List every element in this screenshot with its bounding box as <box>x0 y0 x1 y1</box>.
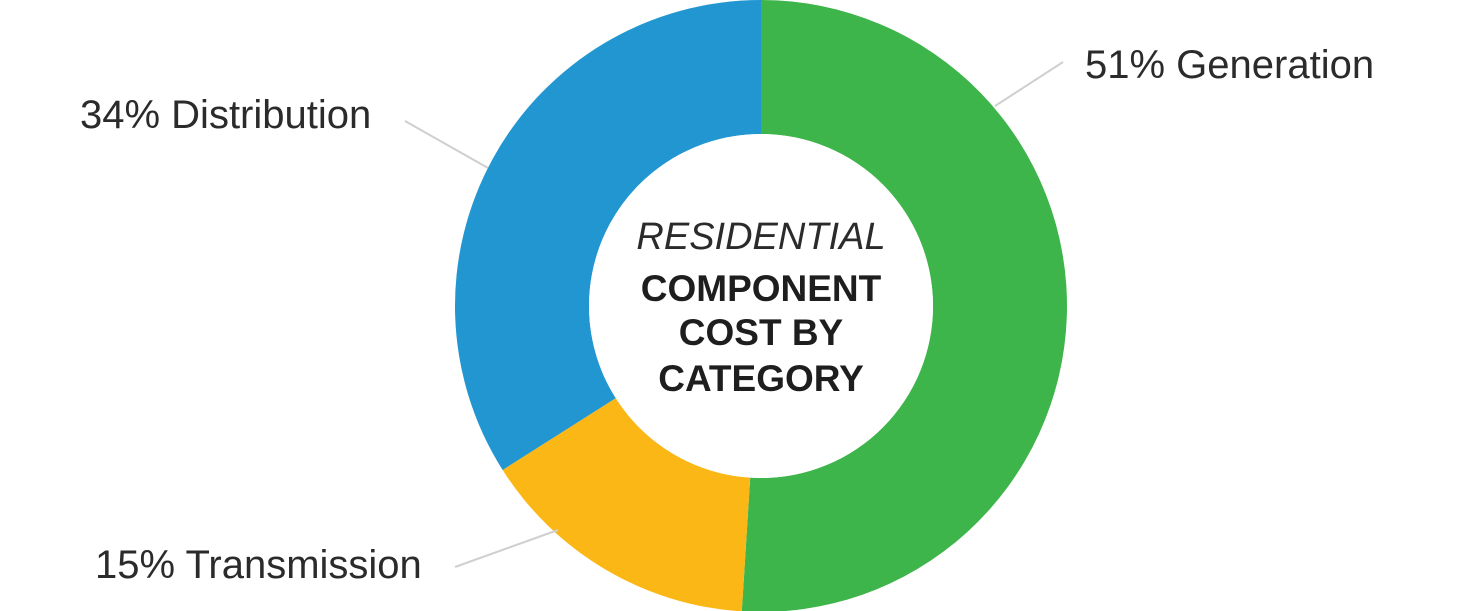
slice-generation <box>741 0 1067 611</box>
slice-label-generation: 51% Generation <box>1085 43 1374 87</box>
slice-labels-layer: 51% Generation 15% Transmission 34% Distri… <box>80 43 1374 587</box>
slice-distribution <box>455 0 761 470</box>
slice-transmission <box>502 398 751 611</box>
slices-layer <box>455 0 1067 611</box>
chart-subtitle-line-1: COMPONENT <box>641 268 882 309</box>
chart-subtitle-line-2: COST BY <box>679 312 844 353</box>
donut-hole <box>589 134 933 478</box>
leader-line-distribution <box>404 120 489 169</box>
leader-line-generation <box>994 61 1064 107</box>
slice-label-distribution: 34% Distribution <box>80 93 371 137</box>
chart-subtitle-line-3: CATEGORY <box>658 358 864 399</box>
chart-title: RESIDENTIAL <box>636 216 885 258</box>
leader-lines-layer <box>404 61 1064 568</box>
leader-line-transmission <box>454 529 559 568</box>
slice-label-transmission: 15% Transmission <box>95 543 422 587</box>
